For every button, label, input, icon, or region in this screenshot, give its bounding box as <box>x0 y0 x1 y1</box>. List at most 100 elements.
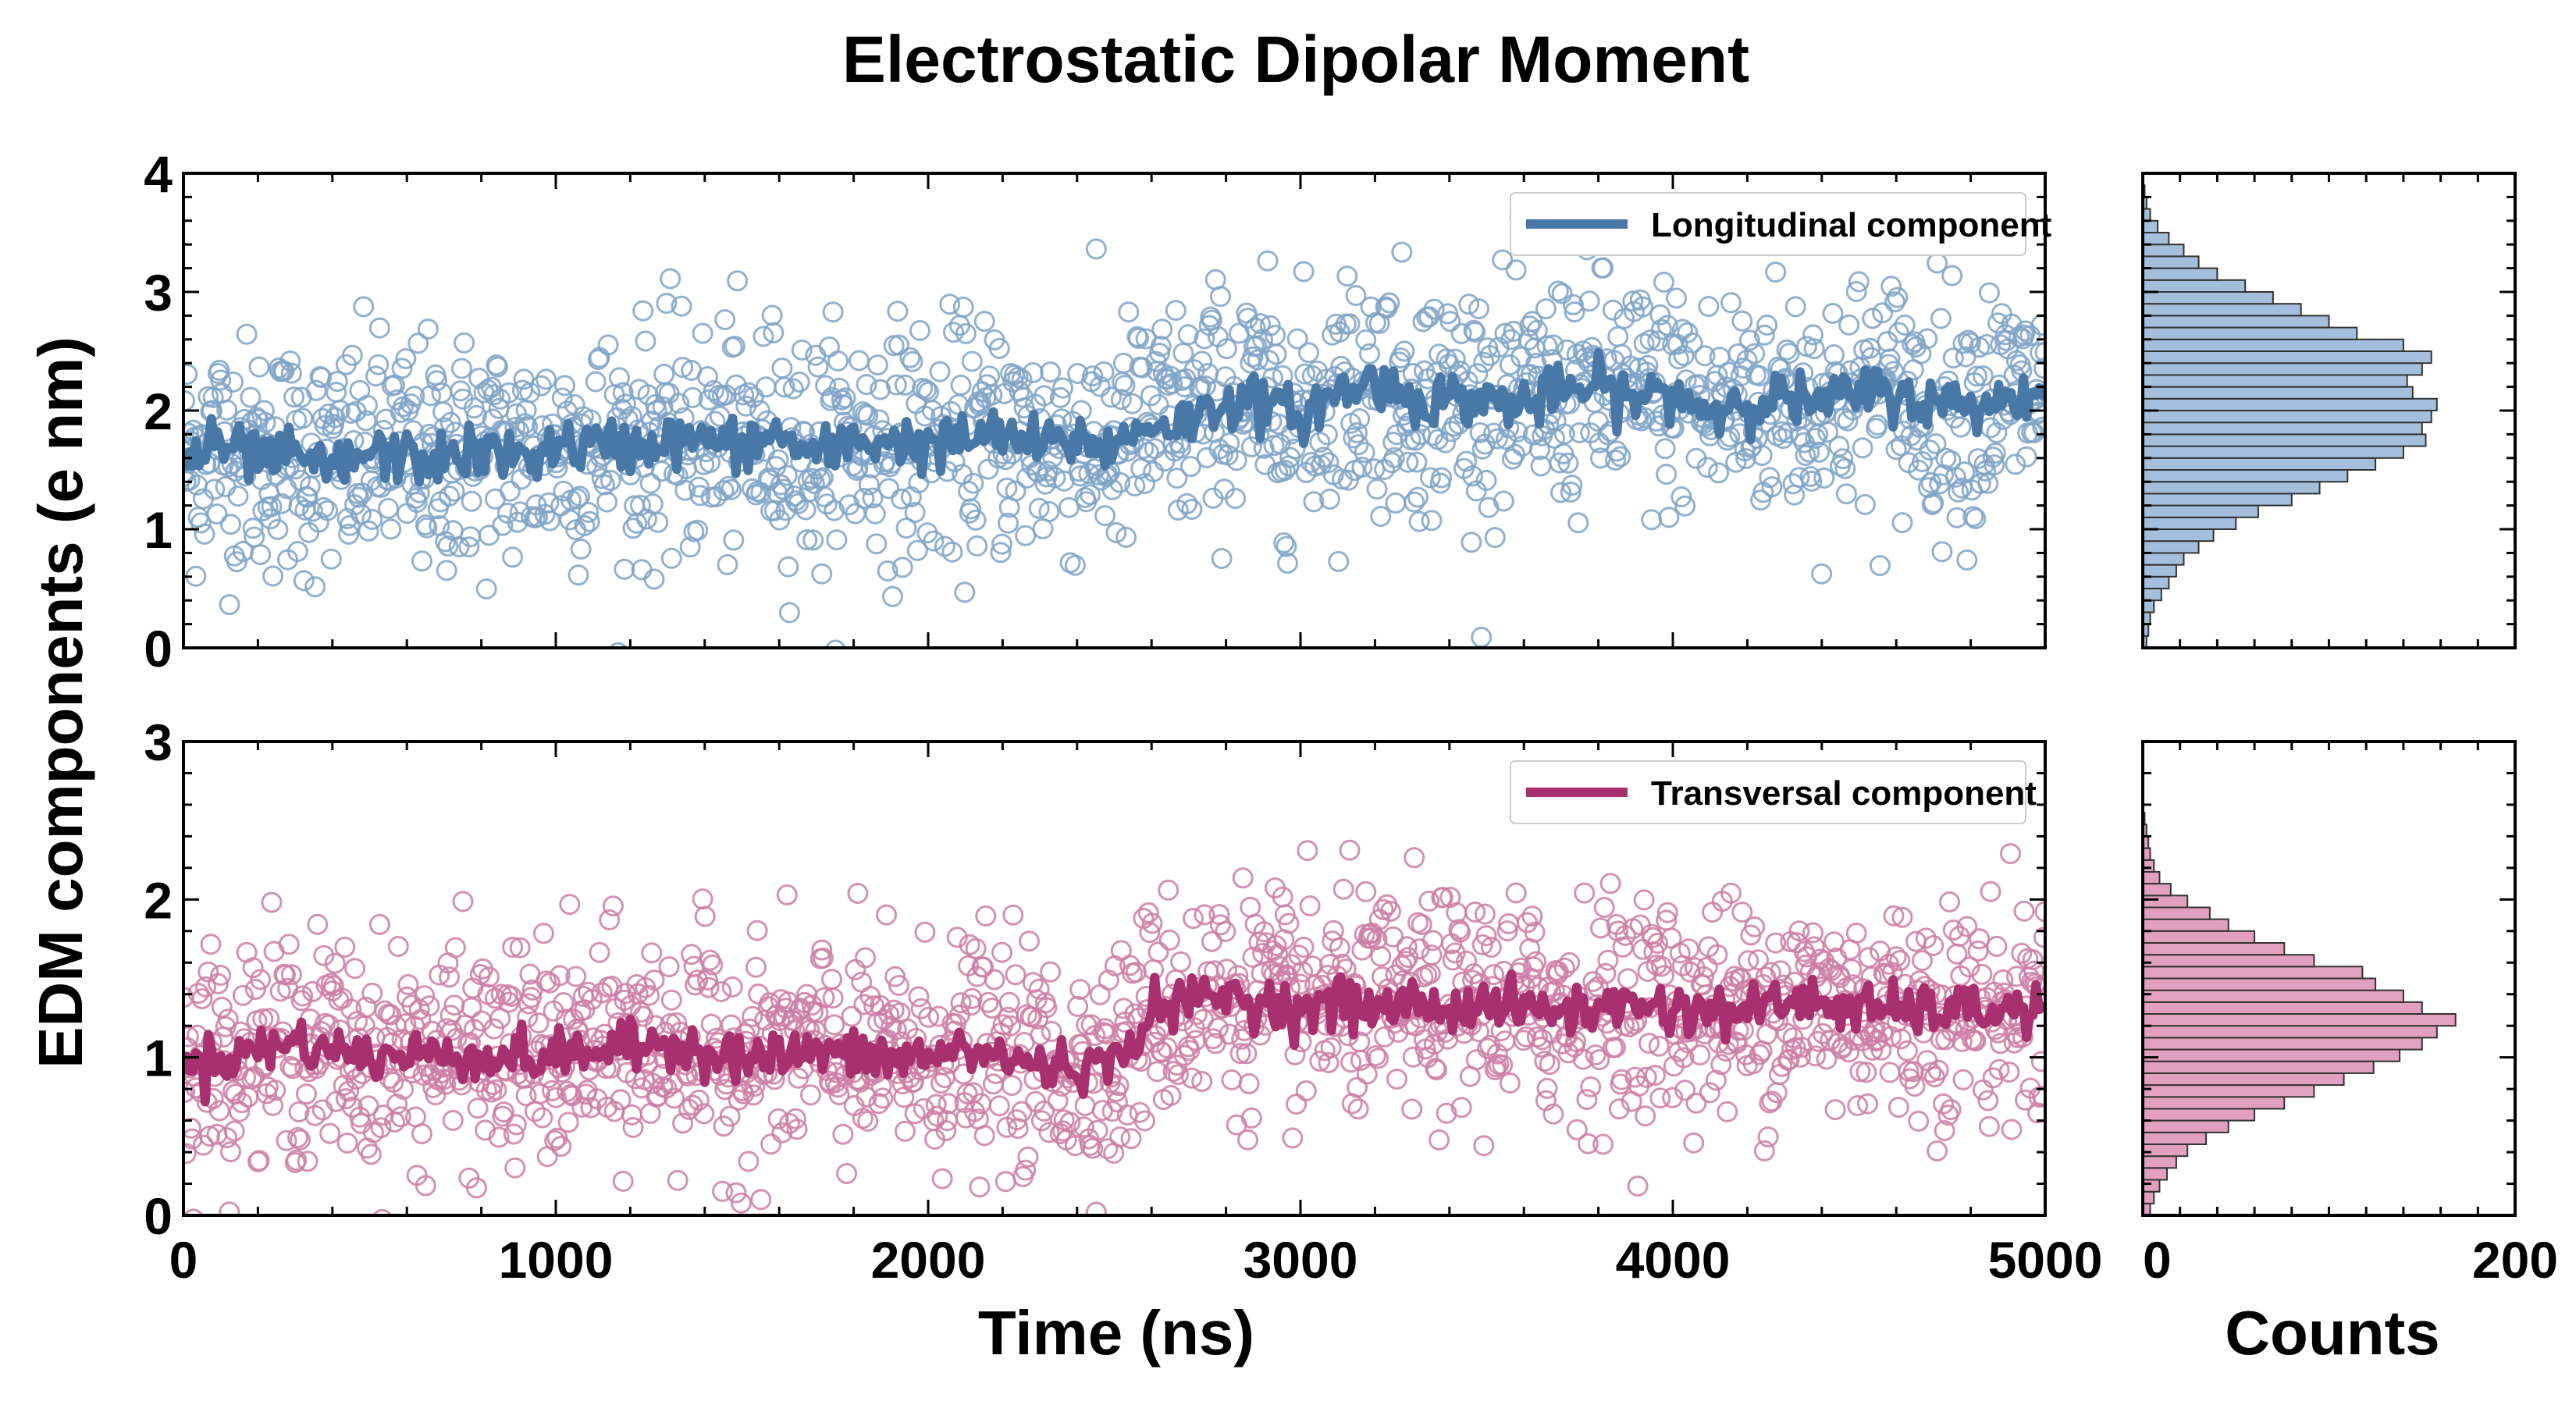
scatter-point <box>1286 328 1308 350</box>
scatter-point <box>1247 349 1268 371</box>
scatter-point <box>452 891 474 912</box>
scatter-point <box>1805 1045 1827 1067</box>
scatter-point <box>1962 506 1984 528</box>
panel-longitudinal-histogram <box>2141 172 2517 649</box>
scatter-point <box>1395 951 1417 972</box>
scatter-point <box>570 539 592 560</box>
scatter-point <box>1771 1055 1793 1077</box>
scatter-point <box>1908 1110 1930 1132</box>
hist-bar <box>2142 445 2404 459</box>
scatter-point <box>1380 901 1401 922</box>
scatter-point <box>1673 1047 1695 1069</box>
scatter-point <box>311 367 333 389</box>
x-tick-label: 200 <box>2472 1231 2558 1289</box>
scatter-point <box>656 293 678 315</box>
scatter-point <box>1207 1017 1229 1039</box>
scatter-point <box>802 529 824 551</box>
scatter-point <box>858 474 880 496</box>
scatter-point <box>969 1176 991 1198</box>
scatter-point <box>761 304 783 326</box>
scatter-point <box>1650 955 1672 977</box>
scatter-point <box>1450 322 1472 344</box>
scatter-point <box>1795 445 1816 466</box>
scatter-point <box>885 1019 907 1040</box>
scatter-point <box>1808 441 1830 463</box>
scatter-point <box>1179 456 1201 478</box>
scatter-point <box>183 1208 204 1215</box>
scatter-point <box>404 386 425 407</box>
hist-bar <box>2142 397 2438 411</box>
scatter-point <box>566 488 588 510</box>
scatter-point <box>1551 283 1573 304</box>
scatter-point <box>1422 930 1444 951</box>
scatter-point <box>991 533 1012 555</box>
scatter-point <box>553 992 575 1013</box>
hist-bar <box>2142 883 2172 897</box>
scatter-point <box>954 582 976 603</box>
hist-bar <box>2142 540 2200 554</box>
scatter-point <box>1647 330 1669 352</box>
scatter-point <box>248 356 270 378</box>
scatter-point <box>1423 1033 1445 1055</box>
scatter-point <box>1097 1138 1119 1160</box>
scatter-point <box>220 514 241 535</box>
scatter-point <box>248 1150 270 1172</box>
scatter-point <box>1289 973 1311 995</box>
scatter-point <box>240 1250 258 1268</box>
scatter-point <box>1770 960 1791 982</box>
scatter-point <box>909 320 930 341</box>
scatter-point <box>408 998 430 1020</box>
hist-bar <box>2142 232 2170 246</box>
scatter-point <box>1141 912 1163 934</box>
trend-line <box>183 347 2045 487</box>
scatter-point <box>1808 962 1830 984</box>
scatter-point <box>597 334 619 356</box>
scatter-point <box>664 1087 685 1109</box>
scatter-point <box>1984 443 2006 464</box>
scatter-point <box>226 551 247 573</box>
scatter-point <box>667 1169 688 1191</box>
scatter-point <box>1572 1048 1594 1070</box>
scatter-point <box>1160 1085 1182 1106</box>
scatter-point <box>1986 422 2008 443</box>
scatter-point <box>1028 497 1050 519</box>
scatter-point <box>1872 302 1894 324</box>
scatter-point <box>1496 920 1518 942</box>
scatter-point <box>1812 1023 1834 1044</box>
scatter-point <box>1959 956 1980 978</box>
scatter-point <box>700 1013 722 1035</box>
hist-bar <box>2142 906 2211 920</box>
scatter-point <box>406 492 428 514</box>
scatter-point <box>821 969 842 991</box>
hist-bar <box>2142 1072 2345 1087</box>
scatter-point <box>1942 919 1964 941</box>
scatter-point <box>966 535 988 557</box>
scatter-point <box>1731 902 1753 923</box>
scatter-point <box>1633 889 1655 911</box>
scatter-point <box>411 550 432 572</box>
scatter-point <box>416 517 438 539</box>
scatter-point <box>1101 386 1122 408</box>
scatter-point <box>1856 1062 1877 1083</box>
scatter-point <box>265 1080 286 1101</box>
scatter-point <box>1765 932 1787 954</box>
scatter-point <box>2011 942 2033 964</box>
scatter-point <box>1318 1051 1340 1073</box>
scatter-point <box>549 965 571 987</box>
scatter-point <box>1238 1072 1260 1094</box>
scatter-point <box>534 503 556 525</box>
hist-bar <box>2142 338 2404 352</box>
scatter-point <box>1468 1021 1489 1043</box>
scatter-point <box>397 974 419 995</box>
scatter-point <box>365 365 387 387</box>
scatter-point <box>1322 930 1343 952</box>
hist-bar <box>2142 469 2349 483</box>
legend-label: Transversal component <box>1651 774 2037 813</box>
scatter-point <box>313 496 335 518</box>
scatter-point <box>219 1201 240 1215</box>
scatter-point <box>1293 937 1315 958</box>
scatter-point <box>578 510 600 532</box>
scatter-point <box>1761 476 1783 498</box>
scatter-point <box>1751 445 1773 466</box>
scatter-point <box>1273 532 1295 553</box>
